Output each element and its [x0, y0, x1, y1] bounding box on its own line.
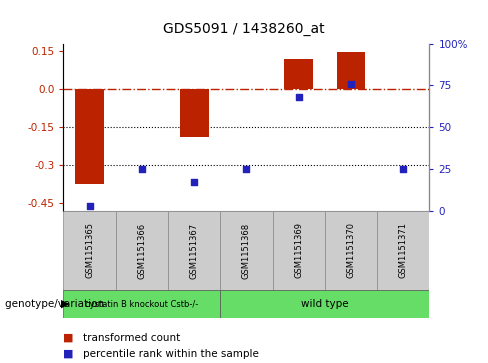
Bar [168, 211, 220, 290]
Bar [220, 290, 429, 318]
Bar [377, 211, 429, 290]
Text: percentile rank within the sample: percentile rank within the sample [83, 349, 259, 359]
Text: GSM1151368: GSM1151368 [242, 223, 251, 278]
Text: GSM1151371: GSM1151371 [399, 223, 408, 278]
Bar [285, 59, 313, 89]
Text: cystatin B knockout Cstb-/-: cystatin B knockout Cstb-/- [85, 299, 199, 309]
Bar [180, 89, 208, 137]
Text: ■: ■ [63, 333, 78, 343]
Text: ▶: ▶ [61, 299, 69, 309]
Text: genotype/variation: genotype/variation [5, 299, 107, 309]
Text: GSM1151369: GSM1151369 [294, 223, 303, 278]
Point [190, 179, 198, 185]
Bar [220, 211, 273, 290]
Bar [63, 290, 220, 318]
Point [243, 166, 250, 172]
Point [399, 166, 407, 172]
Point [86, 203, 94, 208]
Bar [75, 89, 104, 184]
Text: GSM1151370: GSM1151370 [346, 223, 356, 278]
Bar [273, 211, 325, 290]
Bar [116, 211, 168, 290]
Bar [337, 52, 366, 89]
Point [138, 166, 146, 172]
Bar [325, 211, 377, 290]
Text: GDS5091 / 1438260_at: GDS5091 / 1438260_at [163, 22, 325, 36]
Point [295, 94, 303, 100]
Text: wild type: wild type [301, 299, 349, 309]
Point [347, 81, 355, 86]
Text: ■: ■ [63, 349, 78, 359]
Text: GSM1151367: GSM1151367 [190, 223, 199, 278]
Bar [63, 211, 116, 290]
Text: transformed count: transformed count [83, 333, 180, 343]
Text: GSM1151365: GSM1151365 [85, 223, 94, 278]
Text: GSM1151366: GSM1151366 [137, 223, 146, 278]
